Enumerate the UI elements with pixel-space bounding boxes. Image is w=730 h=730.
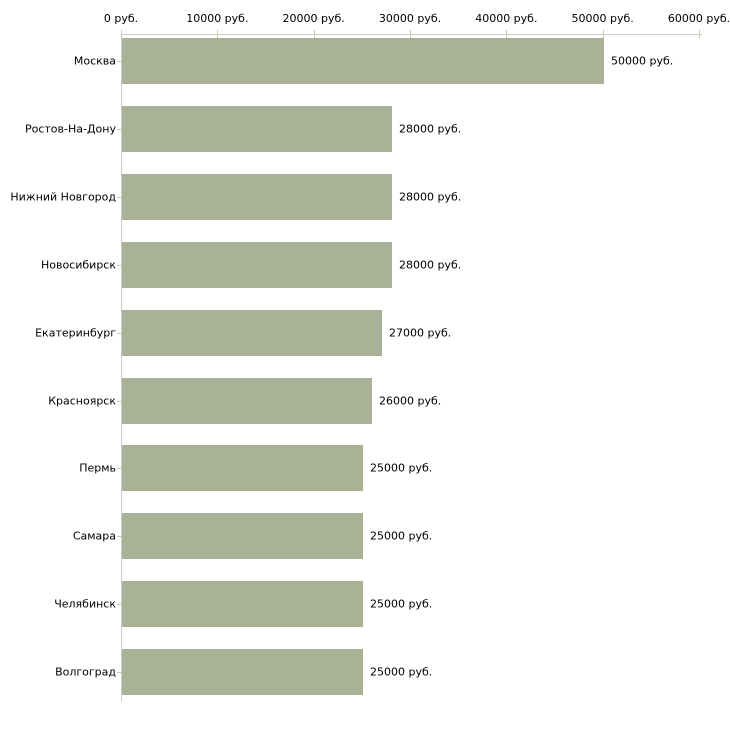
x-tick-label: 30000 руб. <box>378 12 442 25</box>
bar-3 <box>122 174 392 220</box>
x-tick-mark <box>313 30 315 38</box>
category-label: Ростов-На-Дону <box>24 122 116 136</box>
value-label: 25000 руб. <box>370 529 433 543</box>
value-label: 50000 руб. <box>611 54 674 68</box>
category-label: Нижний Новгород <box>10 190 116 204</box>
y-tick-mark <box>117 265 121 266</box>
y-tick-mark <box>117 197 121 198</box>
x-tick-label: 50000 руб. <box>571 12 634 25</box>
value-label: 28000 руб. <box>399 122 462 136</box>
category-label: Челябинск <box>54 597 116 611</box>
category-label: Самара <box>72 529 116 543</box>
value-label: 28000 руб. <box>399 190 462 204</box>
category-label: Волгоград <box>55 665 116 679</box>
x-tick-mark <box>121 30 122 38</box>
x-axis-line <box>121 34 702 35</box>
value-label: 25000 руб. <box>370 597 433 611</box>
category-label: Красноярск <box>48 394 116 407</box>
value-label: 26000 руб. <box>379 394 442 407</box>
bar-7 <box>122 445 363 491</box>
y-tick-mark <box>117 333 121 334</box>
category-label: Екатеринбург <box>35 326 116 340</box>
y-axis-line <box>121 34 122 702</box>
value-label: 25000 руб. <box>370 461 433 475</box>
bar-4 <box>122 242 392 288</box>
value-label: 28000 руб. <box>399 258 462 272</box>
category-label: Пермь <box>79 461 116 475</box>
x-tick-label: 0 руб. <box>103 12 139 25</box>
x-tick-mark <box>217 30 219 38</box>
x-tick-mark <box>602 30 604 38</box>
x-tick-label: 10000 руб. <box>186 12 249 25</box>
value-label: 27000 руб. <box>389 326 452 340</box>
bar-2 <box>122 106 392 152</box>
bar-5 <box>122 310 382 356</box>
y-tick-mark <box>117 672 121 673</box>
bar-9 <box>122 581 363 627</box>
value-label: 25000 руб. <box>370 665 433 679</box>
bar-6 <box>122 378 372 424</box>
category-label: Москва <box>73 54 116 68</box>
bar-1 <box>122 38 604 84</box>
x-tick-label: 60000 руб. <box>667 12 730 25</box>
y-tick-mark <box>117 61 121 62</box>
x-tick-mark <box>506 30 508 38</box>
y-tick-mark <box>117 536 121 537</box>
y-tick-mark <box>117 129 121 130</box>
x-tick-mark <box>410 30 411 38</box>
x-tick-label: 40000 руб. <box>475 12 538 25</box>
bar-10 <box>122 649 363 695</box>
bar-8 <box>122 513 363 559</box>
x-tick-mark <box>699 30 700 38</box>
y-tick-mark <box>117 401 121 402</box>
category-label: Новосибирск <box>40 258 116 272</box>
y-tick-mark <box>117 604 121 605</box>
x-tick-label: 20000 руб. <box>282 12 345 25</box>
y-tick-mark <box>117 468 121 469</box>
